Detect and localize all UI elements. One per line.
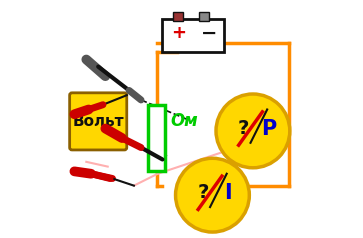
Circle shape (216, 94, 290, 168)
Text: −: − (201, 24, 217, 43)
Text: +: + (172, 24, 187, 42)
Circle shape (176, 158, 249, 232)
Bar (199, 12, 209, 21)
Bar (163, 19, 224, 52)
Bar (173, 12, 183, 21)
Bar (148, 105, 165, 171)
FancyBboxPatch shape (70, 93, 127, 150)
Text: ?: ? (197, 183, 209, 202)
Text: Ом: Ом (171, 112, 199, 130)
Text: I: I (224, 183, 232, 203)
Text: P: P (261, 119, 276, 139)
Text: ?: ? (238, 119, 249, 138)
Text: Вольт: Вольт (72, 114, 124, 129)
